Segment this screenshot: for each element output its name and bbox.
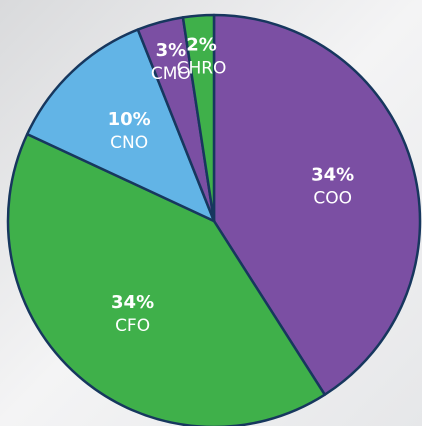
slice-value-label: 3% xyxy=(156,40,187,61)
slice-value-label: 34% xyxy=(111,292,154,313)
slice-value-label: 2% xyxy=(186,35,217,56)
pie-slice xyxy=(181,13,216,223)
slice-category-label: CMO xyxy=(151,64,191,84)
pie-slice xyxy=(25,28,216,223)
pie-slice xyxy=(6,132,327,426)
slice-category-label: CNO xyxy=(110,133,148,153)
slice-category-label: CFO xyxy=(115,316,150,336)
slice-value-label: 34% xyxy=(311,164,354,185)
pie xyxy=(6,13,422,426)
slice-value-label: 10% xyxy=(108,109,151,130)
slice-category-label: CHRO xyxy=(177,59,227,79)
slice-category-label: COO xyxy=(313,188,352,208)
labels: 34% COO 34% CFO 10% CNO 3% CMO 2% CHRO xyxy=(108,35,355,336)
